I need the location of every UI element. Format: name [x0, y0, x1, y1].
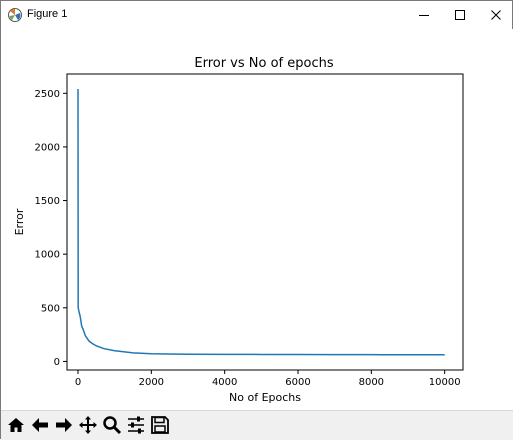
matplotlib-app-icon	[7, 7, 23, 23]
save-icon	[151, 416, 169, 434]
y-tick-label: 1000	[35, 250, 60, 261]
y-tick-label: 500	[41, 303, 60, 314]
forward-arrow-icon	[56, 418, 72, 432]
y-tick-label: 1500	[35, 196, 60, 207]
pan-button[interactable]	[77, 414, 99, 436]
navigation-toolbar	[1, 410, 513, 440]
x-axis-ticks: 0 2000 4000 6000 8000 10000	[75, 370, 461, 388]
configure-subplots-button[interactable]	[125, 414, 147, 436]
x-tick-label: 10000	[429, 377, 461, 388]
series-group	[77, 89, 445, 356]
error-series-line	[77, 89, 445, 356]
zoom-button[interactable]	[101, 414, 123, 436]
minimize-icon	[419, 15, 429, 16]
plot-area	[66, 73, 464, 371]
x-tick-label: 0	[75, 377, 81, 388]
maximize-icon	[455, 10, 465, 20]
x-axis-label: No of Epochs	[229, 391, 301, 404]
maximize-button[interactable]	[442, 1, 478, 29]
home-button[interactable]	[5, 414, 27, 436]
save-button[interactable]	[149, 414, 171, 436]
x-tick-label: 4000	[212, 377, 237, 388]
chart-title: Error vs No of epochs	[194, 56, 333, 71]
x-tick-label: 6000	[285, 377, 310, 388]
minimize-button[interactable]	[406, 1, 442, 29]
title-bar[interactable]: Figure 1	[1, 1, 512, 29]
forward-button[interactable]	[53, 414, 75, 436]
y-tick-label: 2500	[35, 89, 60, 100]
configure-subplots-icon	[128, 416, 144, 434]
y-tick-label: 0	[54, 357, 60, 368]
y-axis-ticks: 0 500 1000 1500 2000 2500	[35, 89, 67, 368]
line-chart: Error vs No of epochs 0 2000 4000 6000 8000 1…	[13, 56, 464, 404]
close-button[interactable]	[478, 1, 514, 29]
x-tick-label: 2000	[139, 377, 164, 388]
pan-icon	[79, 416, 97, 434]
y-tick-label: 2000	[35, 142, 60, 153]
window-title: Figure 1	[27, 8, 68, 20]
back-button[interactable]	[29, 414, 51, 436]
y-axis-label: Error	[13, 208, 26, 235]
x-tick-label: 8000	[359, 377, 384, 388]
close-icon	[491, 10, 501, 20]
home-icon	[8, 418, 24, 432]
back-arrow-icon	[32, 418, 48, 432]
zoom-icon	[103, 416, 122, 435]
figure-canvas[interactable]: Error vs No of epochs 0 2000 4000 6000 8000 1…	[1, 29, 513, 410]
